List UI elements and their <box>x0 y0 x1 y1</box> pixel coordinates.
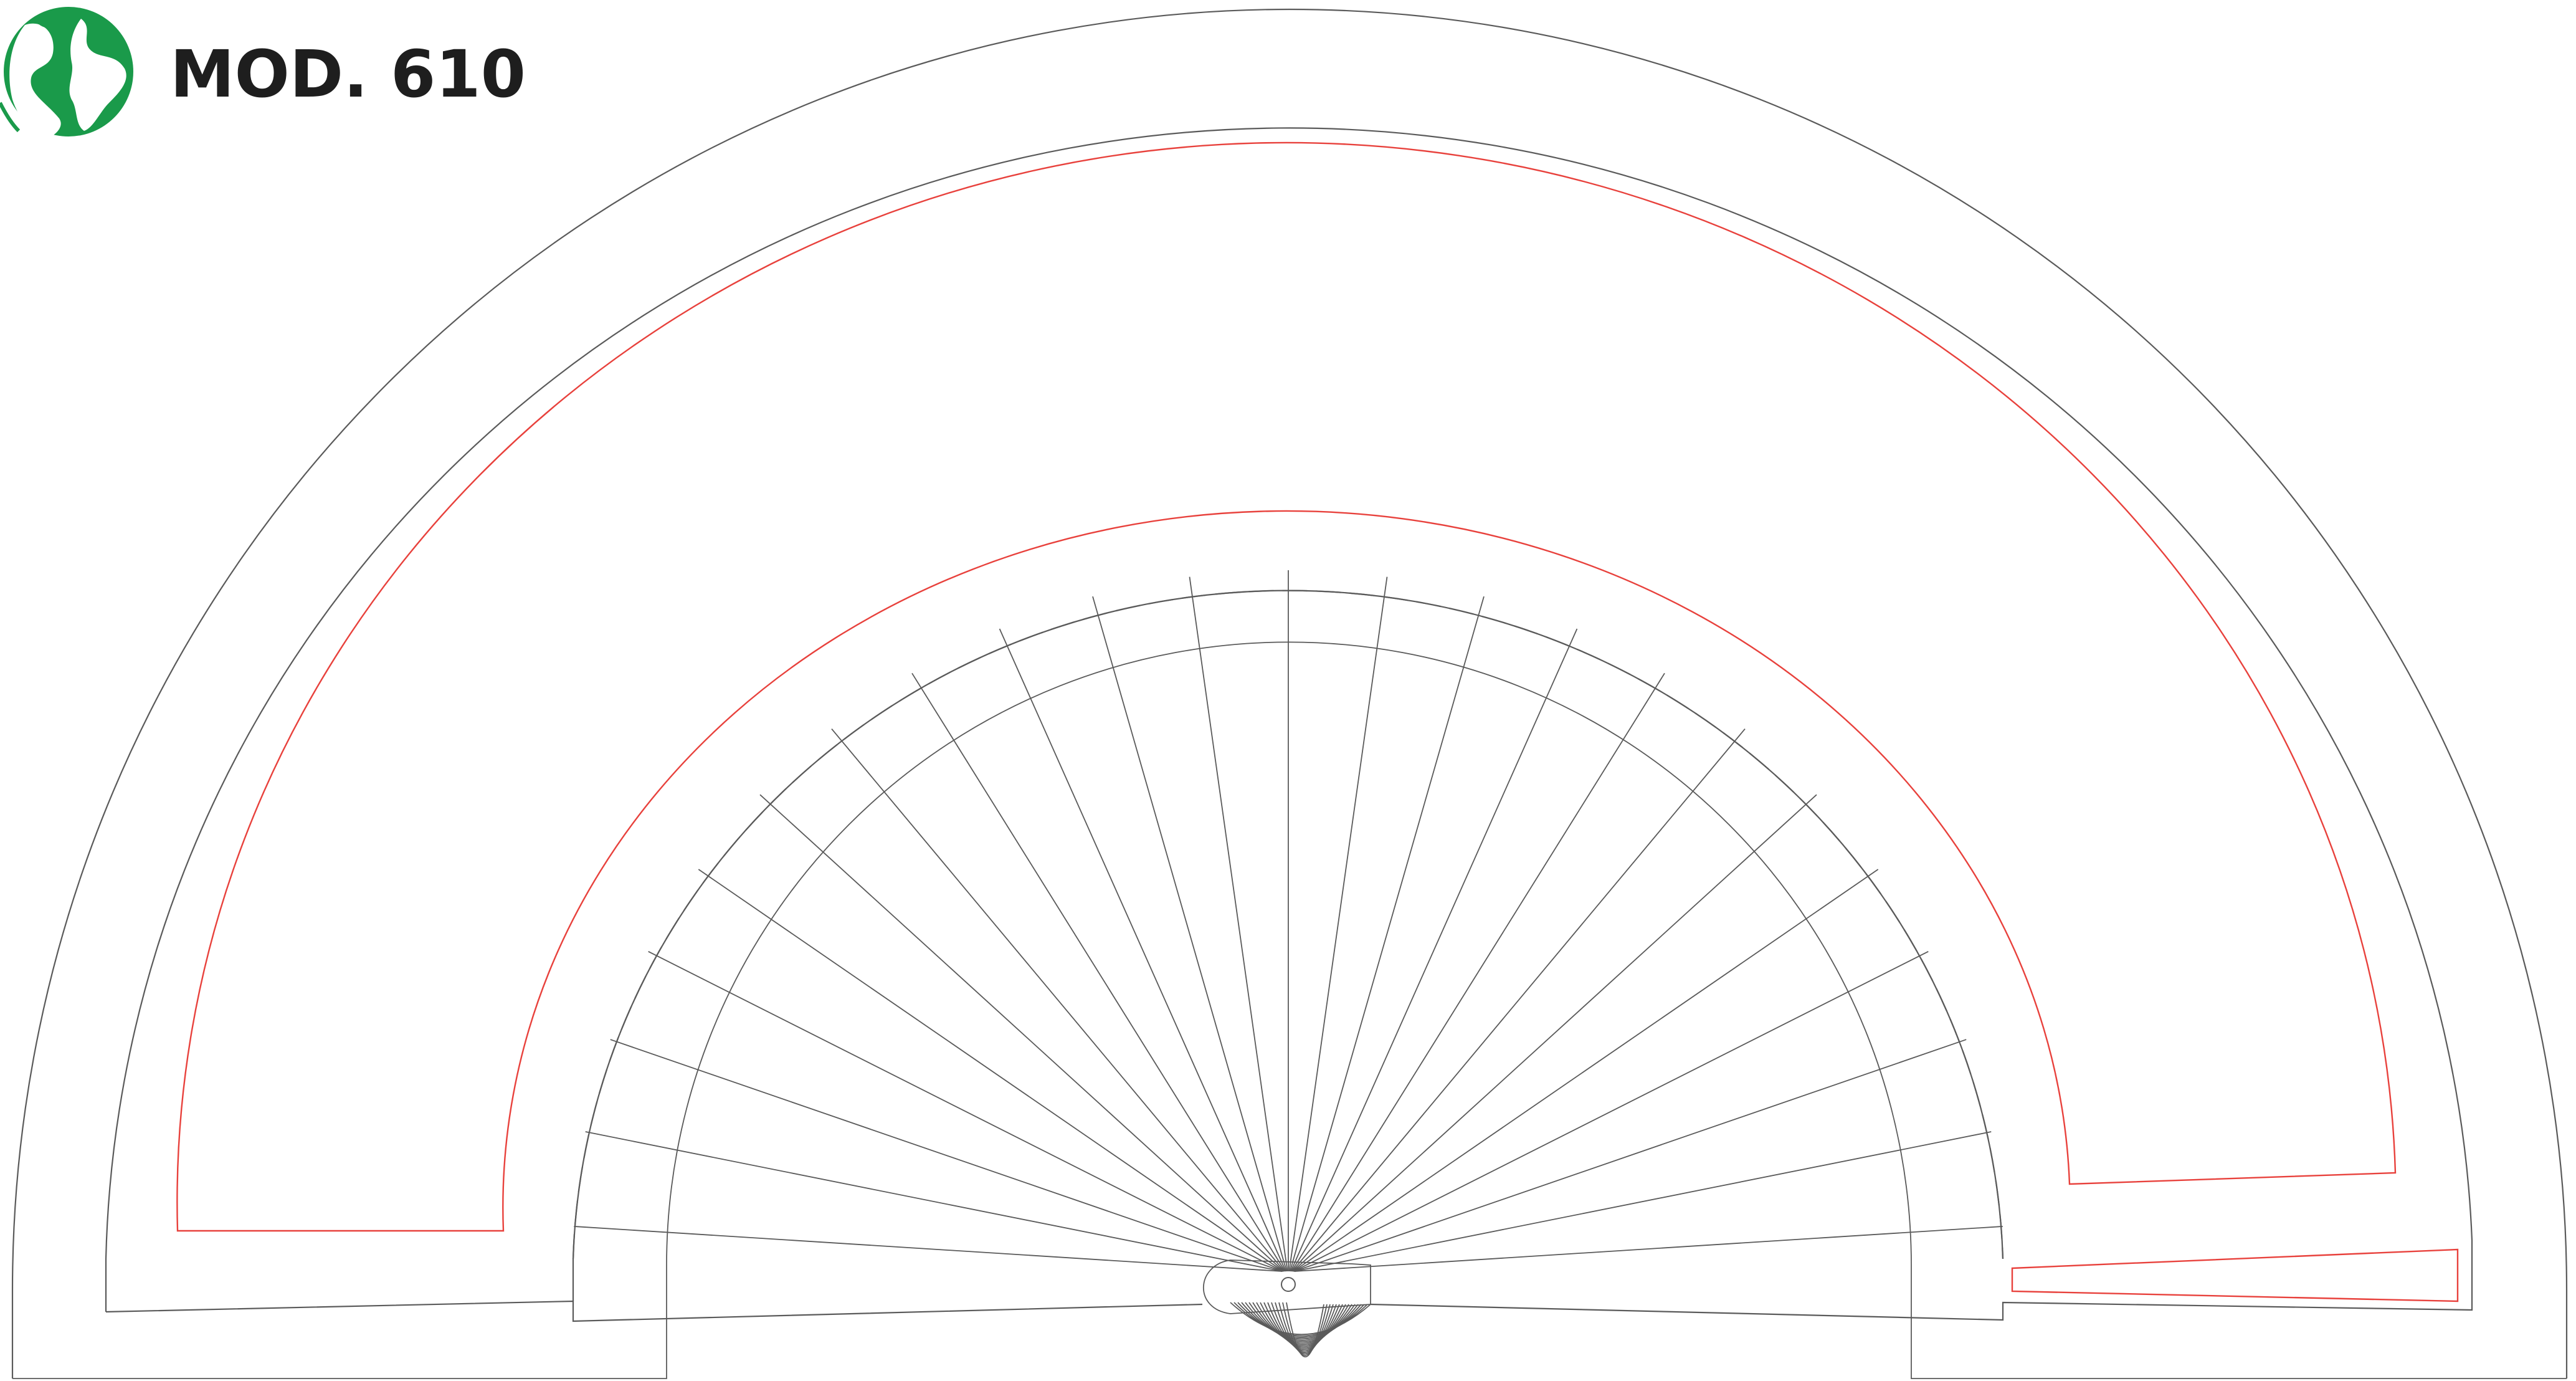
pivot-rivet <box>1281 1277 1296 1292</box>
pivot-fold-arc <box>1263 1302 1343 1349</box>
fan-rib <box>1294 1039 1967 1272</box>
pivot-fold-arc <box>1230 1302 1371 1336</box>
pivot-fold-arc <box>1252 1302 1352 1344</box>
leaf-left-bottom <box>105 1300 1203 1322</box>
pivot-fold-arc <box>1278 1302 1331 1355</box>
pivot-fold-arc <box>1241 1302 1362 1340</box>
globe-icon <box>0 7 133 140</box>
leaf-outer-edge <box>105 127 2473 1321</box>
fan-rib <box>911 672 1286 1272</box>
pivot-fold-arc <box>1286 1302 1324 1358</box>
fan-rib <box>1092 596 1288 1272</box>
pivot-fold-arc <box>1233 1302 1368 1337</box>
fan-rib <box>648 950 1283 1272</box>
fan-rib <box>1291 672 1665 1272</box>
pivot-fold-arc <box>1248 1302 1356 1343</box>
fan-rib <box>1291 729 1746 1272</box>
outer-cut-right-base <box>1911 1265 2567 1379</box>
fan-rib <box>698 869 1284 1272</box>
fan-rib <box>1288 576 1388 1272</box>
fan-rib <box>999 628 1286 1272</box>
fan-rib <box>574 1226 1283 1272</box>
fan-rib <box>585 1131 1283 1272</box>
fan-rib <box>610 1039 1283 1272</box>
fan-rib <box>1293 950 1929 1272</box>
fan-rib <box>759 794 1285 1272</box>
fan-rib <box>1294 1131 1992 1272</box>
fan-rib <box>1189 576 1288 1272</box>
print-area-main <box>176 141 2397 1232</box>
print-area-right-strip <box>2011 1248 2459 1302</box>
pivot-fold-arc <box>1267 1302 1340 1350</box>
fan-rib <box>1289 596 1485 1272</box>
stick-guide-arc <box>666 641 1912 1266</box>
pivot-fold-arc <box>1245 1302 1359 1341</box>
pivot-base <box>1230 1302 1371 1358</box>
pivot-fold-arc <box>1271 1302 1337 1352</box>
fan-rib <box>831 729 1285 1272</box>
fan-rib <box>1293 869 1879 1272</box>
pivot-head <box>1202 1259 1371 1314</box>
pivot-fold-arc <box>1275 1302 1334 1353</box>
pivot-fold-arc <box>1260 1302 1346 1347</box>
pivot-fold-arc <box>1256 1302 1349 1345</box>
pivot-fold-arc <box>1237 1302 1365 1338</box>
model-label: MOD. 610 <box>170 36 526 112</box>
outer-cut-left-base <box>12 1265 667 1379</box>
fan-rib <box>1294 1226 2003 1272</box>
fan-ribs <box>574 570 2003 1272</box>
pivot-fold-arc <box>1282 1302 1328 1356</box>
fan-rib <box>1290 628 1578 1272</box>
outer-cut-line <box>11 8 2568 1379</box>
fan-rib <box>1292 794 1817 1272</box>
